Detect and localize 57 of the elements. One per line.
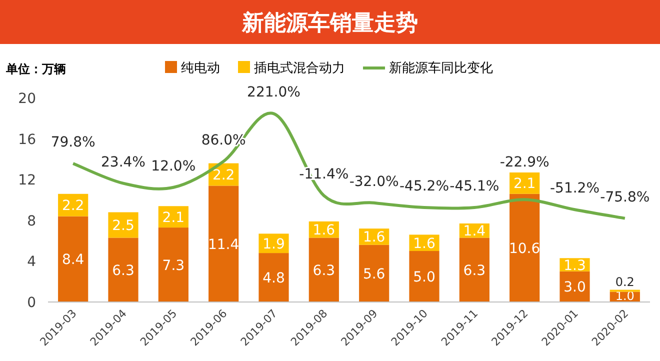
data-label: 7.3	[162, 258, 185, 274]
data-label: 10.6	[508, 240, 540, 257]
data-label: 1.6	[312, 222, 336, 239]
data-label: 11.4	[208, 236, 240, 253]
bar	[108, 212, 138, 238]
data-label: 1.4	[463, 224, 486, 240]
data-label: -22.9%	[500, 154, 550, 170]
bar	[158, 228, 188, 302]
y-tick-label: 8	[27, 213, 36, 230]
y-tick-label: 20	[18, 91, 36, 107]
data-label: 79.8%	[50, 134, 96, 150]
y-axis-title: 单位：万辆	[5, 62, 66, 76]
legend-label: 插电式混合动力	[254, 61, 345, 76]
data-label: -45.1%	[450, 178, 500, 194]
chart-title: 新能源车销量走势	[241, 10, 418, 36]
data-label: 4.8	[262, 270, 285, 287]
y-tick-label: 0	[27, 295, 36, 311]
data-label: 221.0%	[247, 84, 300, 101]
data-label: 8.4	[62, 252, 84, 268]
bar	[459, 238, 490, 302]
data-label: 6.3	[463, 262, 486, 279]
legend-label: 新能源车同比变化	[389, 61, 493, 76]
bar	[359, 244, 390, 302]
data-label: -75.8%	[600, 189, 650, 206]
data-label: 2.1	[162, 210, 185, 226]
data-label: 5.6	[362, 266, 386, 282]
data-label: 12.0%	[151, 158, 196, 174]
y-tick-label: 16	[18, 132, 36, 148]
data-label: 3.0	[564, 280, 586, 296]
data-label: 2.5	[112, 218, 134, 234]
data-label: 1.9	[262, 236, 285, 252]
data-label: 1.6	[362, 230, 386, 246]
bar	[208, 186, 239, 302]
data-label: 1.3	[564, 258, 586, 274]
data-label: -32.0%	[349, 174, 399, 190]
bar	[258, 253, 289, 302]
data-label: 6.3	[112, 262, 134, 279]
legend-label: 纯电动	[181, 61, 220, 76]
data-label: 1.6	[413, 236, 436, 252]
data-label: 6.3	[312, 262, 336, 279]
bar	[409, 251, 440, 302]
data-label: -51.2%	[550, 180, 600, 197]
bar	[510, 194, 540, 302]
data-label: 23.4%	[101, 154, 146, 170]
bar	[108, 238, 138, 302]
data-label: 1.0	[615, 289, 634, 303]
data-label: 0.2	[615, 274, 634, 289]
data-label: 2.2	[62, 198, 84, 214]
data-label: 2.1	[513, 176, 536, 192]
y-tick-label: 4	[27, 254, 36, 270]
bar	[308, 238, 339, 302]
y-tick-label: 12	[18, 172, 36, 189]
bar	[58, 216, 88, 302]
data-label: 5.0	[413, 270, 436, 286]
data-label: -45.2%	[399, 178, 450, 195]
bar	[560, 271, 590, 302]
data-label: 2.2	[212, 168, 235, 184]
